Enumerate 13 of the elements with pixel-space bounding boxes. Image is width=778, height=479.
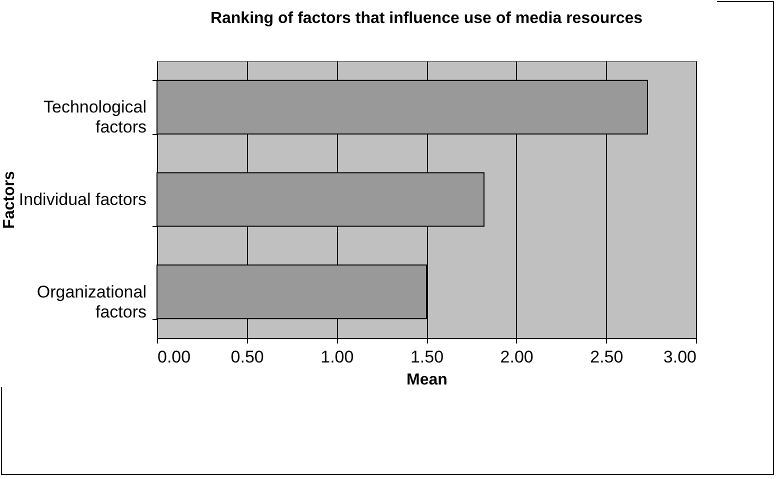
x-tick-label: 1.00 bbox=[320, 348, 354, 366]
x-tick-label: 0.50 bbox=[230, 348, 264, 366]
x-tick-label: 1.50 bbox=[410, 348, 444, 366]
chart-title: Ranking of factors that influence use of media resources bbox=[210, 10, 643, 27]
y-tick-label: Organizational factors bbox=[36, 282, 146, 322]
y-tick-label: Individual factors bbox=[18, 190, 146, 209]
x-axis-title: Mean bbox=[406, 372, 448, 388]
y-axis-title: Factors bbox=[0, 171, 18, 229]
x-tick-label: 0.00 bbox=[158, 348, 191, 366]
x-tick-label: 2.00 bbox=[500, 348, 534, 366]
y-tick-label: Technological factors bbox=[43, 98, 146, 137]
x-tick-label: 3.00 bbox=[663, 348, 696, 366]
x-tick-label: 2.50 bbox=[590, 348, 624, 366]
